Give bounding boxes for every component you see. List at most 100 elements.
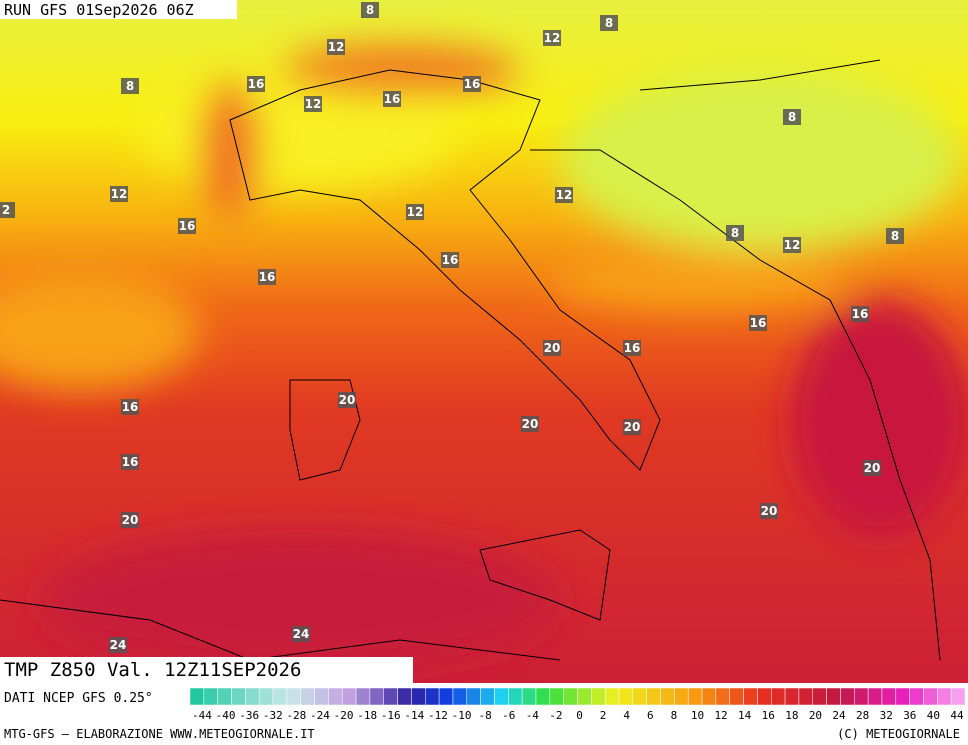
color-swatch xyxy=(494,687,509,706)
color-swatch xyxy=(591,687,606,706)
color-swatch xyxy=(480,687,495,706)
color-swatch xyxy=(632,687,647,706)
contour-label: 16 xyxy=(464,77,481,91)
contour-label: 20 xyxy=(544,341,561,355)
contour-label: 12 xyxy=(784,238,801,252)
color-swatch xyxy=(397,687,412,706)
contour-label: 16 xyxy=(750,316,767,330)
scale-label: -32 xyxy=(263,709,283,722)
color-swatch xyxy=(521,687,537,706)
run-label: RUN GFS 01Sep2026 06Z xyxy=(4,1,194,19)
contour-label-box xyxy=(304,96,322,112)
scale-label: -2 xyxy=(549,709,562,722)
color-swatch xyxy=(923,687,938,706)
scale-label: -10 xyxy=(452,709,472,722)
color-swatch xyxy=(604,687,620,706)
scale-label: 0 xyxy=(576,709,583,722)
color-swatch xyxy=(231,687,246,706)
footer-left: MTG-GFS – ELABORAZIONE WWW.METEOGIORNALE… xyxy=(4,727,315,741)
color-swatch xyxy=(425,687,440,706)
color-swatch xyxy=(660,687,675,706)
map xyxy=(0,0,968,683)
scale-label: -24 xyxy=(310,709,330,722)
contour-label: 12 xyxy=(407,205,424,219)
color-swatch xyxy=(563,687,578,706)
contour-label-box xyxy=(543,340,561,356)
contour-label: 20 xyxy=(761,504,778,518)
contour-label: 16 xyxy=(179,219,196,233)
run-box xyxy=(0,0,237,19)
scale-label: -6 xyxy=(502,709,515,722)
scale-label: 40 xyxy=(927,709,940,722)
contour-label: 16 xyxy=(852,307,869,321)
color-swatch xyxy=(438,687,454,706)
source-label: DATI NCEP GFS 0.25° xyxy=(4,691,153,706)
scale-label: -20 xyxy=(334,709,354,722)
contour-label: 24 xyxy=(293,627,310,641)
color-swatch xyxy=(245,687,260,706)
contour-label-box xyxy=(292,626,310,642)
contour-label-box xyxy=(600,15,618,31)
contour-label-box xyxy=(886,228,904,244)
contour-label-box xyxy=(623,419,641,435)
color-swatch xyxy=(771,687,786,706)
contour-label: 8 xyxy=(731,226,739,240)
scale-label: -14 xyxy=(404,709,424,722)
color-swatch xyxy=(715,687,730,706)
scale-label: -44 xyxy=(192,709,212,722)
contour-label: 16 xyxy=(624,341,641,355)
scale-label: -12 xyxy=(428,709,448,722)
contour-label: 12 xyxy=(556,188,573,202)
contour-label-box xyxy=(327,39,345,55)
contour-label-box xyxy=(863,460,881,476)
color-swatch xyxy=(826,687,841,706)
color-swatch xyxy=(300,687,315,706)
scale-label: -4 xyxy=(526,709,540,722)
contour-label-box xyxy=(441,252,459,268)
scale-label: 6 xyxy=(647,709,654,722)
color-swatch xyxy=(549,687,564,706)
contour-label-box xyxy=(361,2,379,18)
color-swatch xyxy=(895,687,910,706)
color-swatch xyxy=(535,687,551,706)
contour-label-box xyxy=(121,399,139,415)
color-swatch xyxy=(854,687,869,706)
scale-label: 32 xyxy=(880,709,893,722)
contour-label: 12 xyxy=(111,187,128,201)
contour-label-box xyxy=(109,637,127,653)
color-swatch xyxy=(743,687,758,706)
color-swatch xyxy=(217,687,232,706)
contour-label: 20 xyxy=(864,461,881,475)
contour-label: 8 xyxy=(605,16,613,30)
scale-label: 18 xyxy=(785,709,798,722)
scale-label: 20 xyxy=(809,709,822,722)
color-swatch xyxy=(687,687,703,706)
contour-label-box xyxy=(543,30,561,46)
contour-label: 16 xyxy=(384,92,401,106)
contour-label: 8 xyxy=(891,229,899,243)
contour-label: 8 xyxy=(126,79,134,93)
contour-label-box xyxy=(555,187,573,203)
contour-label-box xyxy=(726,225,744,241)
color-swatch xyxy=(452,687,468,706)
contour-label: 20 xyxy=(624,420,641,434)
color-swatch xyxy=(909,687,924,706)
scale-label: 4 xyxy=(623,709,630,722)
contour-label: 20 xyxy=(122,513,139,527)
contour-label: 20 xyxy=(522,417,539,431)
color-swatch xyxy=(258,687,274,706)
scale-label: 10 xyxy=(691,709,704,722)
contour-label-box xyxy=(783,109,801,125)
color-swatch xyxy=(341,687,357,706)
contour-label-box xyxy=(406,204,424,220)
field-box xyxy=(0,657,413,683)
contour-label-box xyxy=(258,269,276,285)
color-swatch xyxy=(508,687,523,706)
color-swatch xyxy=(881,687,897,706)
contour-label: 2 xyxy=(2,203,10,217)
color-swatch xyxy=(189,687,205,706)
contour-label-box xyxy=(121,512,139,528)
color-swatch xyxy=(314,687,329,706)
